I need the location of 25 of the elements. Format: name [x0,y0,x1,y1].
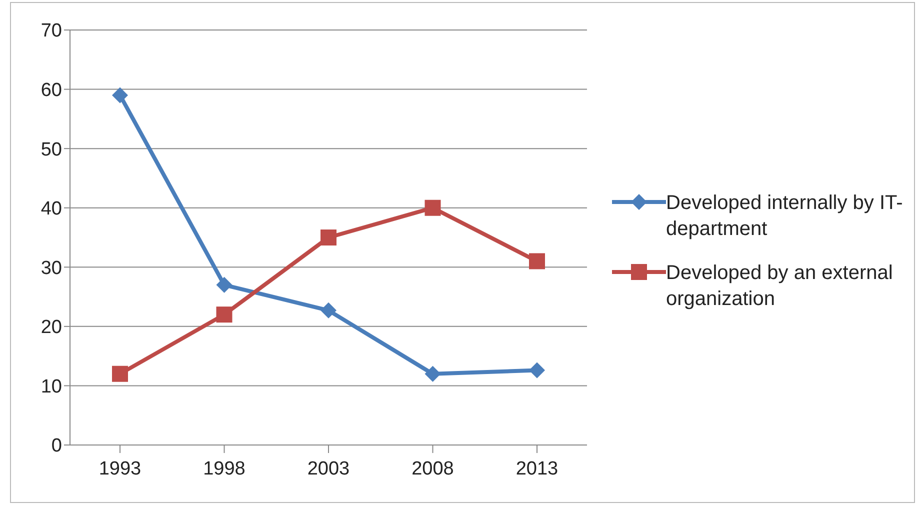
x-tick-label: 1998 [203,458,246,480]
y-tick-label: 70 [40,20,62,42]
legend-label: Developed internally by IT-department [666,191,904,242]
x-tick-label: 2003 [307,458,350,480]
point [424,200,441,216]
point [112,366,128,382]
point [320,230,336,246]
point [529,253,545,270]
x-tick-label: 2013 [516,458,558,480]
point [216,306,232,323]
y-tick-label: 50 [40,139,62,160]
legend-label: Developed by an external organization [666,261,894,312]
y-tick-label: 60 [40,80,62,102]
y-tick-label: 0 [51,436,62,457]
point [529,362,545,378]
point [320,302,336,318]
point [424,366,441,382]
y-tick-label: 20 [40,317,62,338]
point [112,87,128,104]
y-tick-label: 40 [40,198,62,220]
point [216,276,232,293]
y-tick-label: 30 [40,258,62,279]
x-tick-label: 1993 [98,458,142,480]
y-tick-label: 10 [40,376,62,398]
x-tick-label: 2008 [412,458,454,480]
